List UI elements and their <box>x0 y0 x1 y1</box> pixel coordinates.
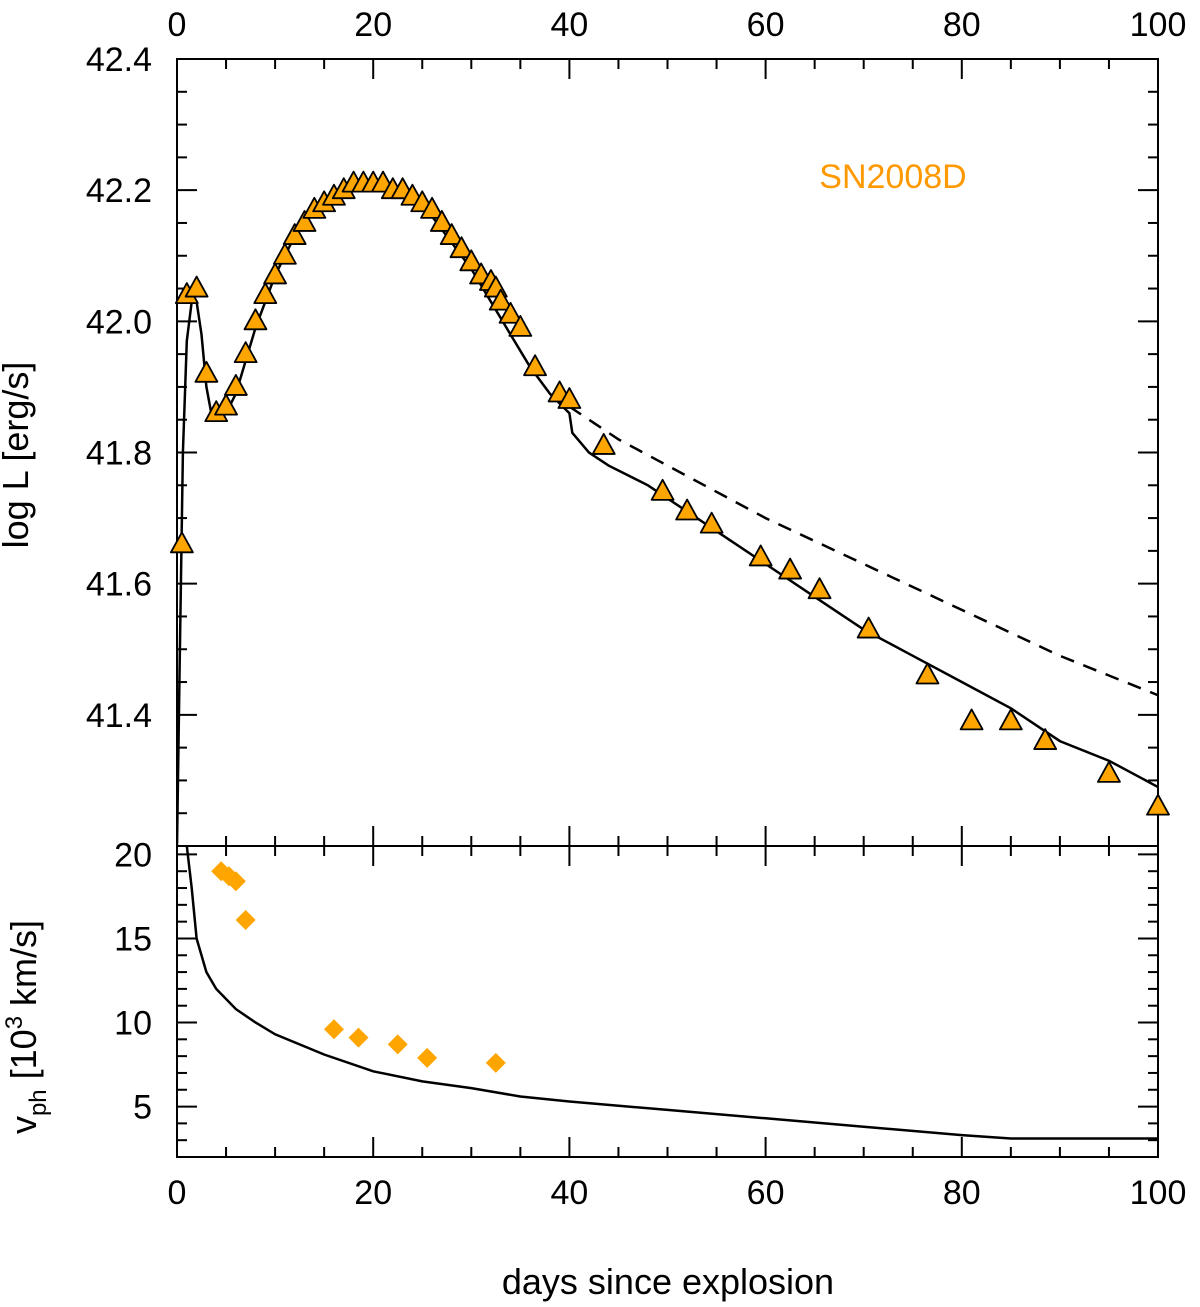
bottom-y-tick-label: 10 <box>114 1005 152 1043</box>
luminosity-data-point <box>1097 760 1121 783</box>
luminosity-data-point <box>591 433 616 455</box>
bottom-y-axis-title: vph [103 km/s] <box>1 920 52 1134</box>
annotation-label: SN2008D <box>819 158 966 196</box>
top-y-tick-label: 41.4 <box>86 697 152 735</box>
top-x-tick-label: 60 <box>747 6 785 44</box>
bottom-x-tick-label: 40 <box>550 1174 588 1212</box>
top-x-tick-label: 40 <box>550 6 588 44</box>
luminosity-data-point <box>748 544 773 567</box>
luminosity-data-point <box>557 387 582 409</box>
velocity-data-point <box>485 1052 506 1073</box>
bottom-y-tick-label: 5 <box>133 1089 152 1127</box>
bottom-x-tick-label: 100 <box>1130 1174 1187 1212</box>
top-y-tick-label: 42.2 <box>86 172 152 210</box>
luminosity-data-point <box>498 301 523 324</box>
luminosity-data-point <box>273 242 297 265</box>
luminosity-data-point <box>523 354 547 377</box>
top-y-tick-label: 41.6 <box>86 566 152 604</box>
luminosity-data-point <box>998 708 1023 731</box>
luminosity-data-point <box>429 210 454 232</box>
luminosity-data-point <box>807 577 832 600</box>
luminosity-data-point <box>508 314 533 337</box>
bottom-x-tick-label: 60 <box>747 1174 785 1212</box>
top-x-tick-label: 20 <box>354 6 392 44</box>
top-y-tick-label: 41.8 <box>86 435 152 473</box>
luminosity-data-point <box>170 531 194 554</box>
luminosity-data-point <box>959 708 984 731</box>
luminosity-data-point <box>650 478 675 501</box>
luminosity-data-point <box>699 511 724 534</box>
bottom-panel: 0 20 40 60 80 100 5 10 15 20 vph [103 km/s] days … <box>1 836 1186 1302</box>
luminosity-data-point <box>1146 793 1170 816</box>
luminosity-data-point <box>184 275 209 298</box>
luminosity-data-point <box>1033 728 1058 750</box>
luminosity-data-point <box>263 262 288 285</box>
velocity-data-point <box>235 909 256 930</box>
luminosity-data-point <box>675 498 700 521</box>
top-model-solid-line <box>177 188 1158 846</box>
luminosity-data-point <box>449 236 474 259</box>
top-x-tick-label: 0 <box>168 6 187 44</box>
luminosity-data-point <box>459 249 484 272</box>
top-panel: 0 20 40 60 80 100 41.4 41.6 41.8 42.0 42.2 42.4 SN2… <box>0 6 1187 847</box>
x-axis-title: days since explosion <box>502 1261 834 1302</box>
luminosity-data-point <box>778 557 803 580</box>
top-y-tick-label: 42.4 <box>86 41 152 79</box>
bottom-model-solid-line <box>185 846 1158 1140</box>
bottom-x-tick-label: 20 <box>354 1174 392 1212</box>
top-x-tick-label: 80 <box>943 6 981 44</box>
luminosity-data-point <box>439 223 464 245</box>
top-plot-area: 0 20 40 60 80 100 41.4 41.6 41.8 42.0 42.2 42.4 <box>86 6 1187 847</box>
luminosity-data-point <box>194 360 219 383</box>
bottom-plot-area: 0 20 40 60 80 100 5 10 15 20 <box>114 836 1186 1212</box>
luminosity-data-point <box>243 308 268 331</box>
luminosity-data-point <box>282 223 307 245</box>
velocity-data-point <box>323 1019 344 1040</box>
luminosity-data-point <box>856 616 881 639</box>
bottom-y-tick-label: 15 <box>114 920 152 958</box>
bottom-y-tick-label: 20 <box>114 836 152 874</box>
top-y-tick-label: 42.0 <box>86 303 152 341</box>
luminosity-data-point <box>223 374 248 396</box>
top-y-axis-title: log L [erg/s] <box>0 362 36 549</box>
luminosity-data-point <box>915 662 940 685</box>
luminosity-data-point <box>488 288 513 311</box>
velocity-data-point <box>387 1034 408 1055</box>
velocity-data-point <box>225 871 246 892</box>
velocity-data-point <box>348 1027 369 1048</box>
top-x-tick-label: 100 <box>1130 6 1187 44</box>
luminosity-data-point <box>214 393 238 416</box>
velocity-data-point <box>417 1047 438 1068</box>
bottom-x-tick-label: 0 <box>168 1174 187 1212</box>
luminosity-data-point <box>233 341 258 364</box>
luminosity-data-point <box>253 282 278 305</box>
luminosity-data-point <box>420 196 444 219</box>
luminosity-data-point <box>292 210 317 232</box>
bottom-x-tick-label: 80 <box>943 1174 981 1212</box>
top-model-dashed-line <box>568 405 1158 697</box>
